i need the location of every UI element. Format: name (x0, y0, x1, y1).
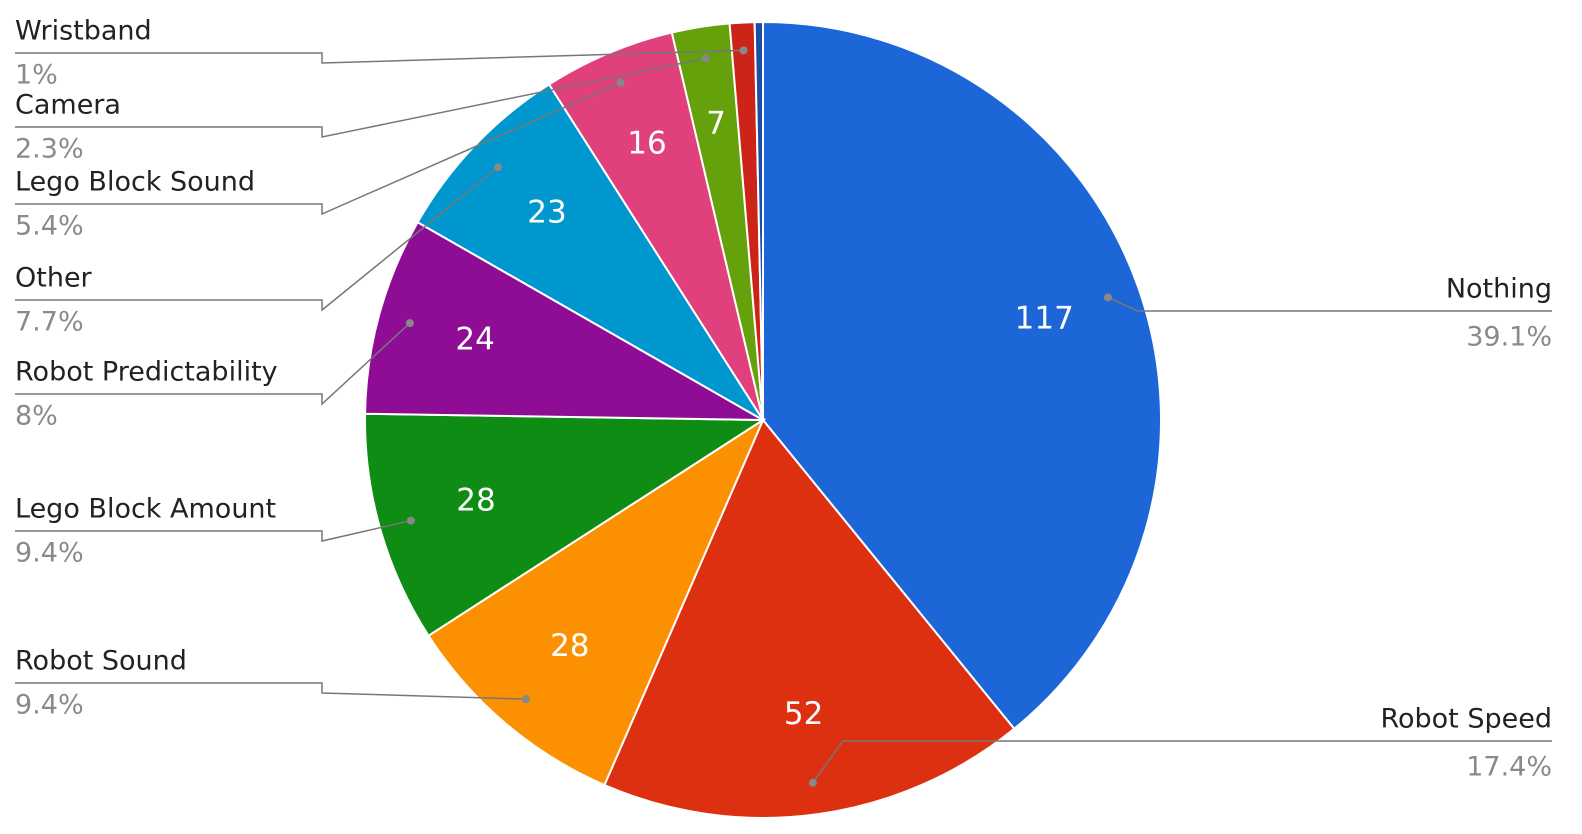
leader-dot (406, 516, 415, 525)
percent-label: 2.3% (15, 134, 84, 165)
leader-line (15, 49, 744, 64)
leader-dot (739, 46, 748, 55)
pie-slice (753, 20, 764, 421)
legend-label: Robot Predictability (15, 357, 278, 388)
legend-label: Other (15, 263, 93, 294)
percent-label: 8% (15, 401, 58, 432)
pie-slice (427, 417, 766, 787)
leader-line (15, 322, 411, 406)
value-label: 28 (550, 628, 589, 664)
leader-line (15, 682, 527, 700)
leader-line (15, 57, 706, 138)
leader-dot (616, 78, 625, 87)
leader-line (15, 81, 621, 216)
value-label: 52 (784, 696, 823, 732)
leader-dot (1104, 293, 1113, 302)
legend-label: Camera (15, 90, 121, 121)
legend-label: Lego Block Sound (15, 167, 255, 198)
percent-label: 1% (15, 60, 58, 91)
percent-label: 5.4% (15, 211, 84, 242)
pie-slice (364, 220, 764, 421)
percent-label: 9.4% (15, 538, 84, 569)
value-label: 28 (456, 483, 495, 519)
legend-label: Wristband (15, 16, 152, 47)
pie-slice (547, 31, 764, 421)
leader-dot (494, 163, 503, 172)
percent-label: 39.1% (1466, 322, 1552, 353)
leader-dot (808, 778, 817, 787)
legend-label: Robot Sound (15, 646, 187, 677)
leader-line (812, 740, 1552, 784)
value-label: 16 (627, 125, 666, 161)
value-label: 23 (527, 194, 566, 230)
leader-dot (701, 54, 710, 63)
pie-slice (762, 20, 1162, 731)
percent-label: 7.7% (15, 307, 84, 338)
value-label: 24 (455, 321, 494, 357)
pie-slice (364, 412, 767, 638)
value-label: 7 (706, 106, 726, 142)
percent-label: 9.4% (15, 690, 84, 721)
pie-slice (603, 418, 1016, 819)
leader-dot (522, 695, 531, 704)
legend-label: Robot Speed (1380, 704, 1552, 735)
leader-line (15, 166, 499, 312)
leader-line (1107, 296, 1552, 312)
legend-label: Lego Block Amount (15, 494, 276, 525)
value-label: 117 (1015, 301, 1074, 337)
pie-slice (416, 82, 764, 421)
leader-dot (405, 319, 414, 328)
legend-label: Nothing (1446, 274, 1552, 305)
leader-line (15, 519, 412, 542)
percent-label: 17.4% (1466, 752, 1552, 783)
